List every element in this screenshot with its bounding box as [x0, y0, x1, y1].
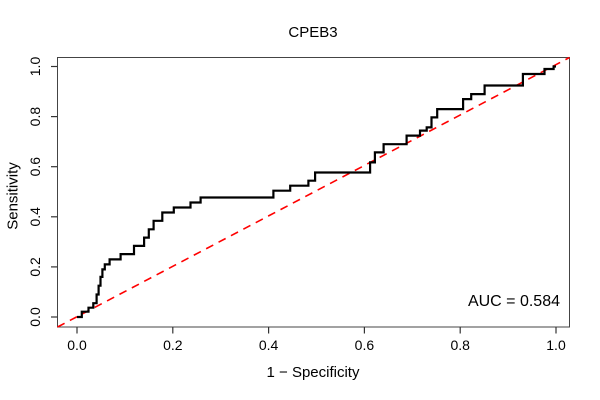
- chart-title: CPEB3: [288, 24, 338, 41]
- x-tick-label: 0.2: [163, 337, 183, 353]
- y-tick-label: 0.8: [27, 107, 43, 127]
- y-tick-label: 0.0: [27, 307, 43, 327]
- x-tick-label: 0.0: [67, 337, 87, 353]
- auc-annotation: AUC = 0.584: [467, 293, 560, 310]
- roc-curve: [77, 65, 556, 319]
- plot-border: [57, 57, 570, 328]
- y-tick-label: 0.6: [27, 157, 43, 177]
- x-tick-label: 0.4: [259, 337, 279, 353]
- y-tick-label: 0.4: [27, 207, 43, 227]
- y-tick-label: 1.0: [27, 57, 43, 77]
- x-tick-label: 0.8: [450, 337, 470, 353]
- diagonal-reference-line: [57, 56, 570, 328]
- y-tick-label: 0.2: [27, 257, 43, 277]
- y-axis-label: Sensitivity: [4, 162, 22, 230]
- x-axis-label: 1 − Specificity: [266, 364, 360, 381]
- x-tick-label: 0.6: [355, 337, 375, 353]
- x-tick-label: 1.0: [546, 337, 566, 353]
